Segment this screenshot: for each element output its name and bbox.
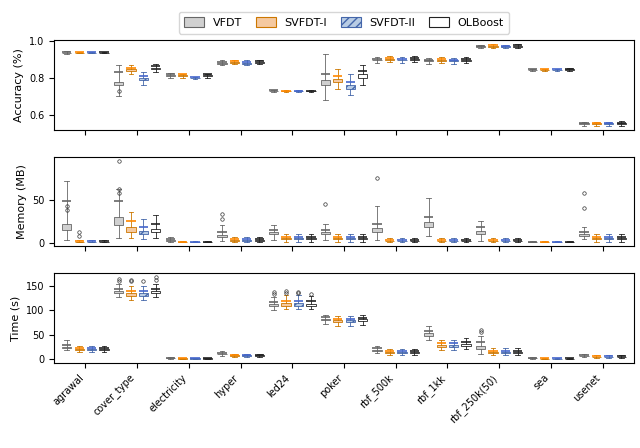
PathPatch shape: [333, 320, 342, 322]
PathPatch shape: [424, 333, 433, 336]
PathPatch shape: [579, 234, 589, 236]
PathPatch shape: [410, 352, 419, 353]
PathPatch shape: [616, 123, 626, 124]
PathPatch shape: [358, 238, 367, 239]
PathPatch shape: [592, 238, 601, 239]
PathPatch shape: [358, 74, 367, 78]
PathPatch shape: [203, 75, 212, 76]
PathPatch shape: [114, 82, 123, 85]
PathPatch shape: [114, 217, 123, 225]
PathPatch shape: [500, 352, 510, 353]
PathPatch shape: [178, 75, 188, 76]
PathPatch shape: [476, 231, 485, 234]
Y-axis label: Accuracy (%): Accuracy (%): [14, 48, 24, 122]
PathPatch shape: [151, 229, 161, 232]
PathPatch shape: [321, 232, 330, 234]
PathPatch shape: [62, 224, 72, 230]
PathPatch shape: [333, 238, 342, 239]
PathPatch shape: [218, 63, 227, 64]
PathPatch shape: [333, 79, 342, 82]
PathPatch shape: [321, 319, 330, 320]
PathPatch shape: [126, 69, 136, 71]
PathPatch shape: [99, 349, 109, 350]
PathPatch shape: [294, 238, 303, 239]
PathPatch shape: [488, 352, 497, 353]
PathPatch shape: [166, 240, 175, 241]
PathPatch shape: [476, 46, 485, 47]
PathPatch shape: [282, 238, 291, 239]
PathPatch shape: [604, 238, 613, 239]
Y-axis label: Time (s): Time (s): [11, 295, 20, 341]
PathPatch shape: [139, 293, 148, 296]
PathPatch shape: [307, 238, 316, 239]
PathPatch shape: [139, 78, 148, 80]
PathPatch shape: [126, 227, 136, 232]
PathPatch shape: [358, 319, 367, 321]
PathPatch shape: [410, 59, 419, 60]
PathPatch shape: [616, 238, 626, 239]
PathPatch shape: [424, 222, 433, 227]
PathPatch shape: [218, 353, 227, 354]
PathPatch shape: [230, 355, 239, 356]
PathPatch shape: [436, 345, 446, 347]
PathPatch shape: [307, 304, 316, 306]
PathPatch shape: [397, 352, 406, 353]
Y-axis label: Memory (MB): Memory (MB): [17, 164, 27, 239]
PathPatch shape: [166, 75, 175, 76]
PathPatch shape: [269, 304, 278, 306]
PathPatch shape: [218, 235, 227, 237]
PathPatch shape: [255, 62, 264, 63]
PathPatch shape: [114, 291, 123, 293]
PathPatch shape: [75, 349, 84, 350]
PathPatch shape: [126, 293, 136, 296]
PathPatch shape: [372, 228, 381, 232]
PathPatch shape: [513, 46, 522, 47]
PathPatch shape: [255, 355, 264, 356]
PathPatch shape: [385, 352, 394, 353]
PathPatch shape: [488, 46, 497, 47]
PathPatch shape: [461, 344, 470, 346]
Legend: VFDT, SVFDT-I, SVFDT-II, OLBoost: VFDT, SVFDT-I, SVFDT-II, OLBoost: [179, 12, 509, 34]
PathPatch shape: [242, 355, 252, 356]
PathPatch shape: [242, 63, 252, 64]
PathPatch shape: [321, 80, 330, 85]
PathPatch shape: [269, 232, 278, 234]
PathPatch shape: [282, 303, 291, 306]
PathPatch shape: [372, 350, 381, 351]
PathPatch shape: [476, 346, 485, 349]
PathPatch shape: [346, 85, 355, 89]
PathPatch shape: [449, 345, 458, 347]
PathPatch shape: [346, 320, 355, 322]
PathPatch shape: [449, 60, 458, 61]
PathPatch shape: [500, 46, 510, 47]
PathPatch shape: [294, 303, 303, 306]
PathPatch shape: [230, 62, 239, 63]
PathPatch shape: [385, 59, 394, 60]
PathPatch shape: [62, 347, 72, 348]
PathPatch shape: [139, 231, 148, 234]
PathPatch shape: [346, 238, 355, 239]
PathPatch shape: [424, 60, 433, 61]
PathPatch shape: [87, 349, 96, 350]
PathPatch shape: [151, 291, 161, 293]
PathPatch shape: [151, 68, 161, 69]
PathPatch shape: [513, 352, 522, 353]
